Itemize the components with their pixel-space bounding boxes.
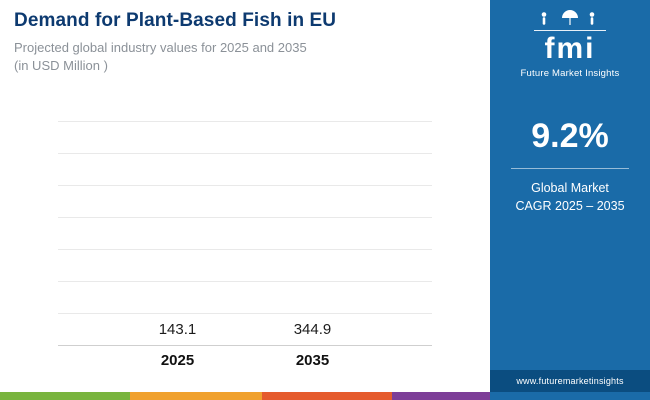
stripe-segment [262, 392, 392, 400]
bar-value-label: 344.9 [293, 321, 332, 338]
fmi-logo: fmi Future Market Insights [521, 10, 620, 79]
bar-chart-plot-area: 143.1 344.9 [58, 118, 432, 346]
subtitle-line1: Projected global industry values for 202… [14, 40, 307, 55]
cagr-label: Global Market CAGR 2025 – 2035 [511, 179, 629, 217]
website-bar: www.futuremarketinsights [490, 370, 650, 392]
bar-value-label: 143.1 [158, 321, 197, 338]
logo-text: fmi [544, 32, 596, 65]
bars: 143.1 344.9 [58, 118, 432, 345]
subtitle-line2: (in USD Million ) [14, 58, 108, 74]
chart-subtitle: Projected global industry values for 202… [14, 39, 476, 75]
cagr-value: 9.2% [531, 116, 609, 155]
x-axis-label-2025: 2025 [160, 352, 195, 369]
cagr-stat: 9.2% Global Market CAGR 2025 – 2035 [511, 117, 629, 217]
logo-people-icons [533, 10, 606, 31]
chart-header: Demand for Plant-Based Fish in EU Projec… [0, 0, 490, 75]
cagr-label-line1: Global Market [531, 180, 609, 195]
bottom-color-stripe [0, 392, 650, 400]
brand-sidebar: fmi Future Market Insights 9.2% Global M… [490, 0, 650, 400]
x-axis-labels: 2025 2035 [58, 352, 432, 369]
chart-panel: Demand for Plant-Based Fish in EU Projec… [0, 0, 490, 369]
stripe-segment [490, 392, 650, 400]
x-axis-label-2035: 2035 [295, 352, 330, 369]
page-title: Demand for Plant-Based Fish in EU [14, 10, 337, 31]
stripe-segment [392, 392, 490, 400]
bar-group-2025: 143.1 [138, 321, 218, 345]
cagr-label-line2: CAGR 2025 – 2035 [515, 199, 625, 214]
stripe-segment [130, 392, 262, 400]
stat-divider [511, 167, 629, 169]
bar-group-2035: 344.9 [273, 321, 353, 345]
stripe-segment [0, 392, 130, 400]
logo-tagline: Future Market Insights [520, 67, 620, 79]
